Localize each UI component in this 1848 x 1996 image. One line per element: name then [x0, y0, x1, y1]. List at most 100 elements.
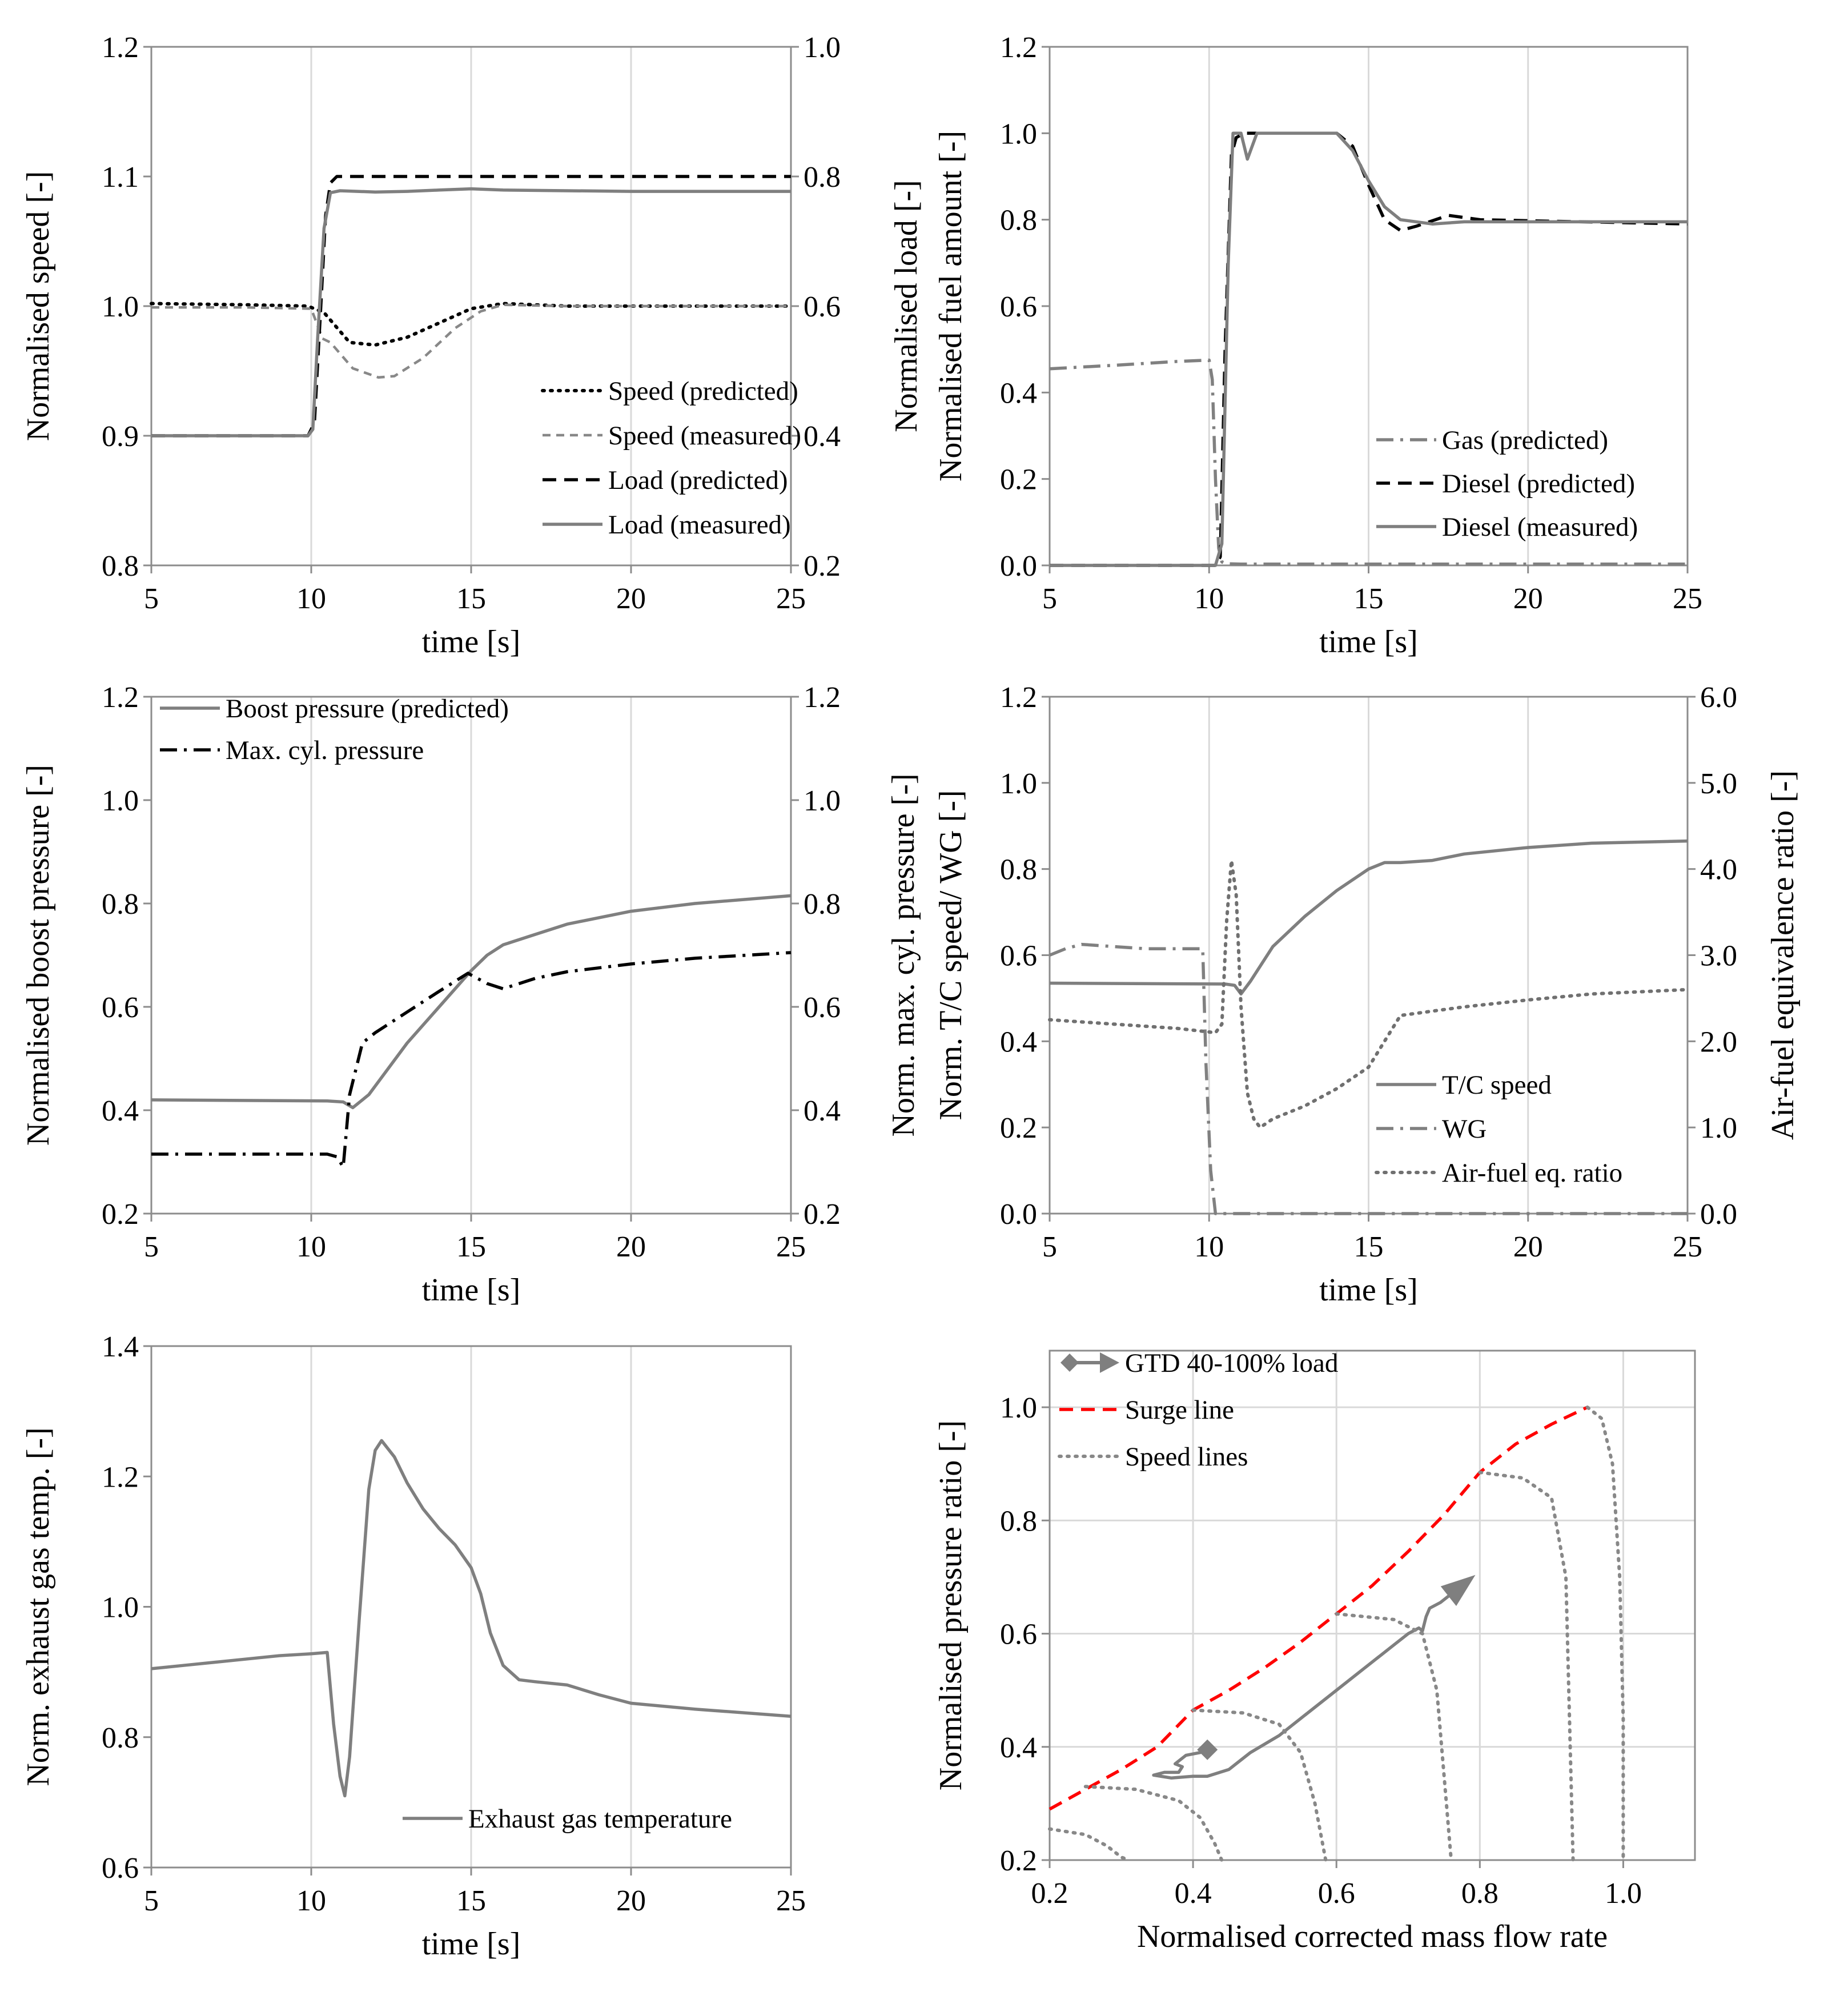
x-axis-label: time [s]	[422, 1926, 521, 1962]
x-tick-label: 25	[776, 1231, 806, 1263]
y2-tick-label: 6.0	[1700, 681, 1737, 714]
legend-label: Load (predicted)	[608, 465, 788, 495]
x-tick-label: 5	[144, 583, 159, 615]
x-tick-label: 5	[144, 1885, 159, 1917]
y2-axis-label: Air-fuel equivalence ratio [-]	[1765, 770, 1801, 1140]
y-tick-label: 0.6	[1000, 940, 1037, 973]
x-tick-label: 15	[1354, 583, 1384, 615]
y2-tick-label: 1.0	[804, 785, 841, 817]
legend-diamond	[1060, 1354, 1079, 1372]
y-tick-label: 0.9	[102, 420, 139, 453]
y2-tick-label: 0.2	[804, 1198, 841, 1231]
y-tick-label: 0.2	[1000, 1845, 1037, 1877]
x-tick-label: 10	[296, 583, 326, 615]
chart-compressor-map: 0.2 0.4 0.6 0.8 1.0 0.2 0.4 0.6 0.8 1.0 Normalised…	[933, 1348, 1696, 1954]
gridlines	[310, 697, 792, 1214]
y-tick-label: 0.2	[1000, 464, 1037, 496]
x-tick-label: 5	[1042, 583, 1057, 615]
legend-label: Gas (predicted)	[1442, 425, 1608, 455]
series-line-gtd-40-100-load	[1152, 1579, 1471, 1780]
y-tick-label: 1.0	[102, 291, 139, 323]
y-tick-label: 0.8	[102, 1722, 139, 1754]
chart-speed-load: 5 10 15 20 25 0.8 0.9 1.0 1.1 1.2 0.2 0.4 0.6 0.8 1.0 t…	[21, 31, 924, 660]
y-tick-label: 0.2	[1000, 1112, 1037, 1144]
legend: Speed (predicted) Speed (measured) Load (p…	[541, 376, 801, 540]
series-group	[1048, 1405, 1625, 1862]
gridlines	[310, 1346, 792, 1868]
series-line-speed-measured	[151, 303, 791, 379]
legend-label: Diesel (measured)	[1442, 512, 1638, 542]
legend-label: Air-fuel eq. ratio	[1442, 1158, 1622, 1188]
y2-tick-label: 0.0	[1700, 1198, 1737, 1231]
y2-tick-label: 0.6	[804, 291, 841, 323]
y-tick-label: 0.4	[1000, 377, 1037, 409]
x-tick-label: 20	[616, 583, 646, 615]
y-tick-label: 0.4	[1000, 1026, 1037, 1058]
x-tick-label: 15	[456, 1231, 486, 1263]
x-tick-label: 15	[1354, 1231, 1384, 1263]
legend: Boost pressure (predicted) Max. cyl. pres…	[160, 694, 509, 765]
y-tick-label: 0.8	[1000, 204, 1037, 237]
y-axis-label: Normalised fuel amount [-]	[933, 131, 969, 481]
y-tick-label: 0.4	[1000, 1732, 1037, 1764]
series-line-load-measured	[151, 187, 791, 437]
series-group	[1048, 839, 1689, 1215]
x-tick-label: 15	[456, 1885, 486, 1917]
y-tick-label: 0.4	[102, 1095, 139, 1127]
series-line-diesel-measured	[1050, 131, 1688, 567]
chart-exhaust-temp: 5 10 15 20 25 0.6 0.8 1.0 1.2 1.4 time [s] Norm. ex…	[21, 1331, 806, 1962]
x-axis-label: time [s]	[1319, 1272, 1418, 1308]
legend-label: WG	[1442, 1114, 1487, 1144]
y2-axis-label: Norm. max. cyl. pressure [-]	[886, 773, 921, 1136]
y-tick-label: 1.2	[1000, 31, 1037, 64]
legend-label: Surge line	[1125, 1395, 1234, 1425]
y2-tick-label: 0.8	[804, 161, 841, 194]
x-tick-label: 10	[1194, 1231, 1224, 1263]
x-tick-label: 25	[1673, 1231, 1702, 1263]
y-axis-label: Normalised pressure ratio [-]	[933, 1420, 969, 1790]
x-axis-label: Normalised corrected mass flow rate	[1137, 1919, 1608, 1954]
series-line-surge-line	[1048, 1405, 1588, 1811]
series-group	[151, 894, 792, 1169]
chart-fuel-amount: 5 10 15 20 25 0.0 0.2 0.4 0.6 0.8 1.0 1.2 time [s] No…	[933, 31, 1702, 660]
legend: T/C speed WG Air-fuel eq. ratio	[1375, 1070, 1622, 1188]
y-tick-label: 1.0	[102, 1592, 139, 1624]
x-tick-label: 0.6	[1318, 1877, 1355, 1910]
series-line-max-cyl-pressure	[151, 951, 792, 1169]
y2-tick-label: 5.0	[1700, 768, 1737, 800]
y-tick-label: 0.0	[1000, 1198, 1037, 1231]
y-tick-label: 0.8	[1000, 1505, 1037, 1537]
y-tick-label: 0.6	[102, 991, 139, 1024]
x-tick-label: 0.2	[1031, 1877, 1068, 1910]
legend-label: Boost pressure (predicted)	[226, 694, 509, 724]
series-group	[1049, 131, 1688, 567]
y2-tick-label: 0.2	[804, 550, 841, 583]
series-line-speed-lines	[1585, 1405, 1625, 1862]
y2-tick-label: 0.6	[804, 991, 841, 1024]
series-line-gas-predicted	[1049, 358, 1688, 566]
x-tick-label: 25	[776, 1885, 806, 1917]
y-tick-label: 1.2	[102, 681, 139, 714]
legend: GTD 40-100% load Surge line Speed lines	[1058, 1348, 1338, 1472]
series-line-speed-lines	[1048, 1827, 1131, 1862]
y-tick-label: 1.4	[102, 1331, 139, 1363]
x-tick-label: 10	[1194, 583, 1224, 615]
y-axis-label: Normalised boost pressure [-]	[21, 765, 56, 1146]
legend-label: T/C speed	[1442, 1070, 1552, 1100]
x-axis-label: time [s]	[422, 1272, 521, 1308]
y-tick-label: 1.2	[1000, 681, 1037, 714]
y-tick-label: 0.2	[102, 1198, 139, 1231]
legend-arrowhead	[1100, 1352, 1119, 1373]
series-line-speed-lines	[1191, 1708, 1328, 1862]
series-group	[151, 1439, 792, 1798]
y-tick-label: 1.2	[102, 31, 139, 64]
chart-pressure: 5 10 15 20 250.20.40.60.81.01.20.20.40.60.81…	[21, 681, 921, 1308]
x-tick-label: 25	[776, 583, 806, 615]
legend-label: Speed (predicted)	[608, 376, 798, 406]
series-arrowhead	[1440, 1575, 1476, 1607]
x-axis-label: time [s]	[1319, 624, 1418, 660]
y-axis-label: Normalised speed [-]	[21, 171, 56, 441]
legend-label: Exhaust gas temperature	[468, 1804, 732, 1834]
x-tick-label: 1.0	[1605, 1877, 1642, 1910]
